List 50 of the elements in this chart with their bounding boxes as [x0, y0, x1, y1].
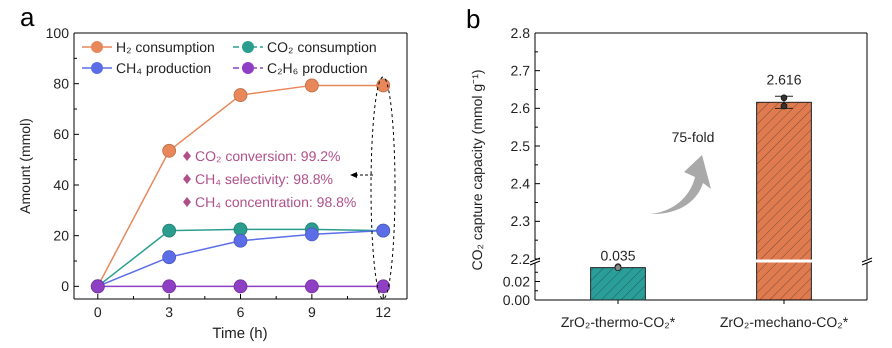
data-label: 0.035 [600, 248, 636, 264]
annotation: CH₄ concentration: 98.8% [195, 194, 356, 210]
point [304, 228, 319, 242]
annotation: CO₂ conversion: 99.2% [195, 148, 341, 164]
y-tick-label: 100 [46, 24, 70, 41]
y-tick-label: 2.7 [510, 62, 530, 79]
point [162, 250, 176, 264]
legend-label: C₂H₆ production [267, 60, 368, 76]
y-tick-label: 2.5 [510, 138, 530, 154]
legend-label: CO₂ consumption [267, 38, 377, 55]
y-tick-label: 0 [61, 278, 70, 294]
y-tick-label: 2.3 [510, 213, 530, 230]
y-tick-label: 40 [53, 176, 70, 193]
point [376, 78, 390, 92]
annotation: CH₄ selectivity: 98.8% [195, 170, 333, 187]
x-tick-label: ZrO₂-thermo-CO₂* [560, 314, 676, 330]
y-axis-title: Amount (mmol) [17, 118, 33, 214]
y-tick-label: 60 [53, 126, 70, 142]
x-tick-label: 0 [94, 304, 102, 320]
point [304, 279, 319, 294]
point [234, 279, 248, 294]
y-tick-label: 0.02 [502, 273, 530, 290]
point [162, 144, 176, 158]
y-tick-label: 20 [53, 228, 70, 244]
legend-label: H₂ consumption [116, 38, 215, 55]
x-tick-label: 9 [308, 304, 316, 320]
y-tick-label: 80 [53, 76, 70, 92]
point [376, 279, 390, 294]
x-axis-title: Time (h) [212, 325, 268, 342]
point [162, 224, 176, 238]
annotation: 75-fold [672, 129, 714, 145]
chart-title: a [20, 2, 35, 32]
point [162, 279, 176, 294]
point [234, 222, 248, 236]
y-tick-label: 2.4 [510, 176, 530, 192]
y-tick-label: 2.6 [510, 100, 530, 116]
data-label: 2.616 [766, 71, 802, 88]
x-tick-label: 6 [236, 304, 245, 320]
x-tick-label: 3 [165, 304, 174, 320]
point [234, 88, 248, 102]
legend-label: CH₄ production [116, 60, 212, 76]
y-tick-label: 0.00 [502, 292, 530, 308]
y-tick-label: 2.2 [510, 250, 530, 267]
chart-title: b [466, 4, 480, 34]
y-tick-label: 2.8 [510, 24, 530, 41]
y-axis-title: CO₂ capture capacity (mmol g⁻¹) [469, 69, 485, 271]
point [234, 234, 248, 248]
x-tick-label: ZrO₂-mechano-CO₂* [720, 314, 849, 330]
point [304, 78, 319, 92]
x-tick-label: 12 [375, 304, 392, 320]
